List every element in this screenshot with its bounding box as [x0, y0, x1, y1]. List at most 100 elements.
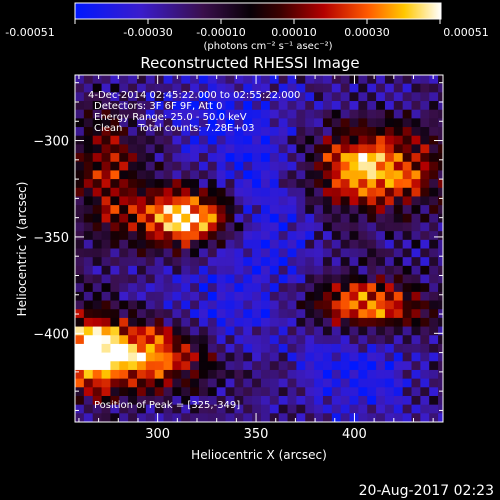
heatmap-cell [75, 404, 85, 414]
heatmap-cell [198, 387, 209, 397]
heatmap-cell [110, 83, 120, 93]
heatmap-cell [163, 326, 174, 336]
heatmap-cell [367, 205, 377, 215]
heatmap-cell [296, 170, 306, 180]
heatmap-cell [305, 196, 315, 206]
heatmap-cell [101, 265, 112, 276]
heatmap-cell [376, 101, 386, 111]
heatmap-cell [269, 265, 280, 276]
heatmap-cell [438, 222, 443, 232]
heatmap-cell [278, 118, 289, 128]
heatmap-cell [181, 404, 191, 414]
heatmap-cell [243, 101, 253, 111]
heatmap-cell [420, 326, 430, 336]
heatmap-cell [376, 153, 386, 163]
heatmap-cell [393, 231, 404, 241]
heatmap-cell [207, 231, 218, 241]
heatmap-cell [136, 335, 147, 345]
x-tick-label: 300 [145, 427, 170, 442]
heatmap-cell [393, 213, 404, 224]
heatmap-cell [190, 179, 200, 189]
heatmap-cell [128, 265, 138, 276]
heatmap-cell [269, 283, 280, 293]
heatmap-cell [101, 317, 112, 328]
heatmap-cell [154, 257, 165, 267]
heatmap-cell [128, 83, 138, 93]
heatmap-cell [305, 170, 315, 180]
heatmap-cell [305, 343, 315, 354]
heatmap-cell [260, 109, 271, 119]
heatmap-cell [181, 300, 191, 310]
heatmap-cell [252, 404, 262, 414]
heatmap-cell [322, 101, 333, 111]
heatmap-cell [367, 378, 377, 388]
heatmap-cell [278, 109, 289, 119]
heatmap-cell [322, 361, 333, 371]
heatmap-cell [190, 257, 200, 267]
heatmap-cell [172, 196, 182, 206]
heatmap-cell [198, 283, 209, 293]
heatmap-cell [110, 343, 120, 354]
heatmap-cell [92, 274, 103, 284]
heatmap-cell [331, 179, 342, 189]
heatmap-cell [367, 101, 377, 111]
heatmap-cell [376, 248, 386, 258]
heatmap-cell [278, 413, 289, 422]
heatmap-cell [207, 265, 218, 276]
heatmap-cell [128, 231, 138, 241]
heatmap-cell [384, 83, 395, 93]
heatmap-cell [163, 222, 174, 232]
heatmap-cell [393, 265, 404, 276]
y-axis-title: Heliocentric Y (arcsec) [15, 182, 29, 317]
heatmap-cell [296, 127, 306, 137]
heatmap-cell [420, 118, 430, 128]
heatmap-cell [340, 144, 351, 154]
heatmap-cell [331, 326, 342, 336]
heatmap-cell [340, 387, 351, 397]
heatmap-cell [420, 179, 430, 189]
heatmap-cell [225, 161, 236, 172]
heatmap-cell [367, 291, 377, 302]
heatmap-cell [411, 153, 421, 163]
heatmap-cell [367, 317, 377, 328]
heatmap-cell [243, 205, 253, 215]
heatmap-cell [287, 404, 297, 414]
heatmap-cell [438, 231, 443, 241]
heatmap-cell [225, 109, 236, 119]
heatmap-cell [75, 161, 85, 172]
heatmap-cell [101, 196, 112, 206]
heatmap-cell [393, 387, 404, 397]
heatmap-cell [296, 369, 306, 380]
heatmap-cell [358, 239, 368, 250]
heatmap-cell [269, 92, 280, 102]
heatmap-cell [83, 196, 94, 206]
heatmap-cell [429, 187, 439, 198]
heatmap-cell [305, 387, 315, 397]
heatmap-cell [322, 317, 333, 328]
heatmap-cell [429, 75, 439, 85]
heatmap-cell [198, 378, 209, 388]
heatmap-cell [119, 274, 129, 284]
heatmap-cell [331, 118, 342, 128]
heatmap-cell [429, 361, 439, 371]
heatmap-cell [207, 248, 218, 258]
heatmap-cell [243, 75, 253, 85]
heatmap-cell [181, 257, 191, 267]
heatmap-cell [92, 109, 103, 119]
heatmap-cell [367, 387, 377, 397]
heatmap-cell [367, 179, 377, 189]
heatmap-cell [260, 248, 271, 258]
heatmap-cell [243, 335, 253, 345]
heatmap-cell [296, 413, 306, 422]
heatmap-cell [402, 361, 413, 371]
heatmap-cell [349, 404, 359, 414]
heatmap-cell [92, 369, 103, 380]
heatmap-cell [420, 265, 430, 276]
heatmap-cell [367, 257, 377, 267]
heatmap-cell [234, 101, 244, 111]
heatmap-cell [331, 75, 342, 85]
heatmap-cell [305, 369, 315, 380]
heatmap-cell [172, 135, 182, 145]
heatmap-cell [331, 161, 342, 172]
heatmap-cell [145, 239, 156, 250]
